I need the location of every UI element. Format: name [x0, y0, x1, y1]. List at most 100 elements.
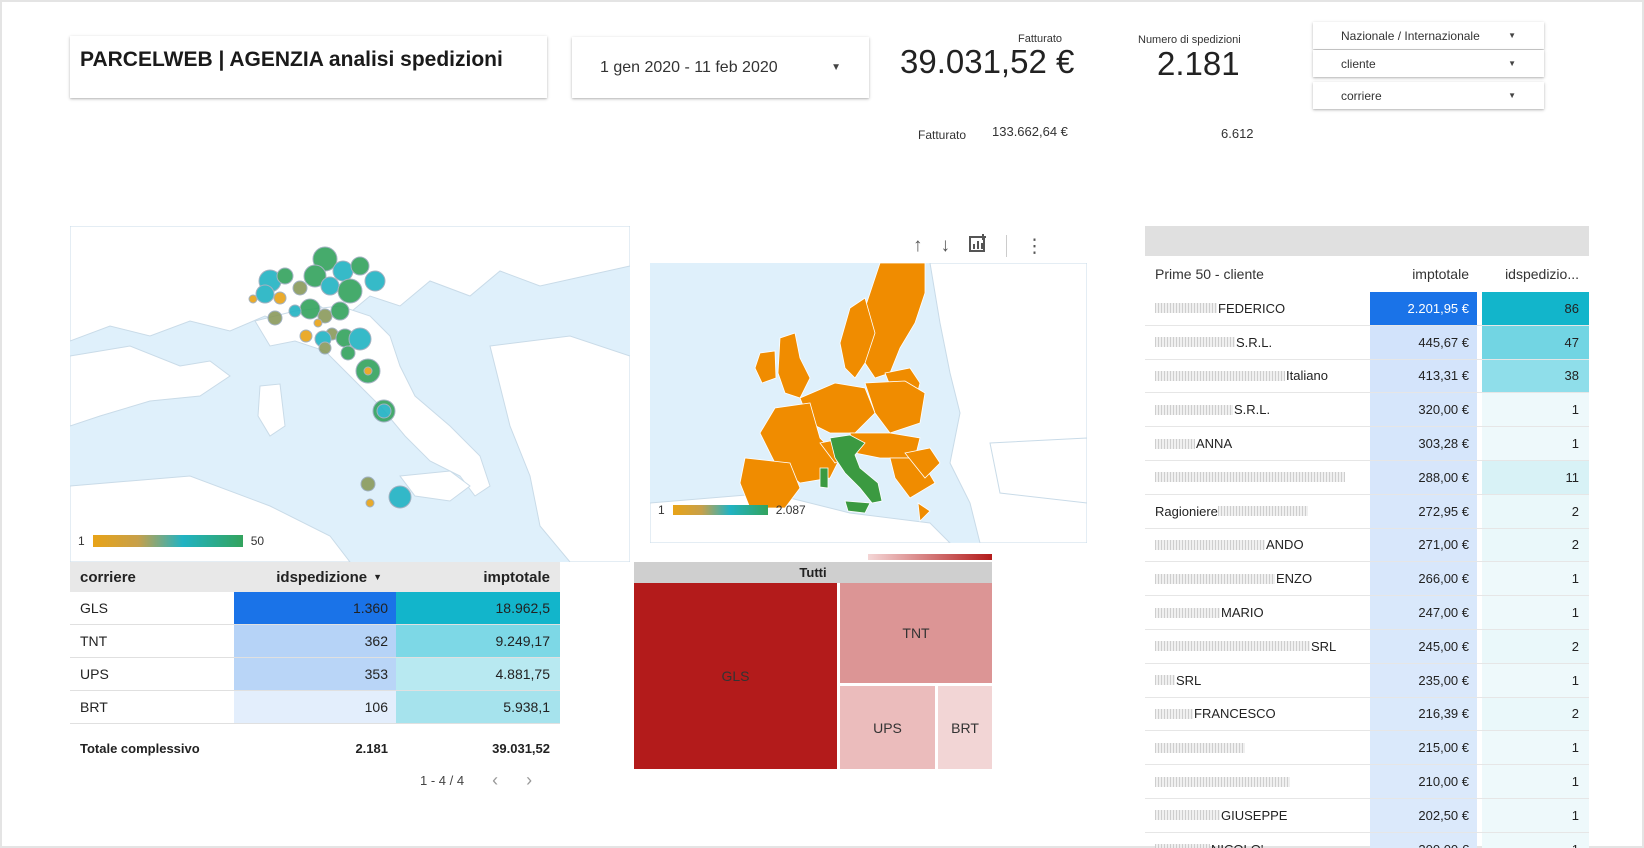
cell-cliente: ENZO: [1145, 571, 1370, 586]
cell-idspedizione: 353: [234, 658, 396, 690]
col-header-corriere[interactable]: corriere: [80, 568, 136, 586]
table-header: Prime 50 - cliente imptotale idspedizio.…: [1145, 256, 1589, 292]
cell-corriere: GLS: [80, 600, 109, 616]
table-row[interactable]: 288,00 €11: [1145, 460, 1589, 495]
cell-imptotale: 303,28 €: [1370, 427, 1477, 460]
table-row[interactable]: UPS 353 4.881,75: [70, 658, 560, 691]
cell-idspedizione: 38: [1482, 359, 1589, 393]
europe-map[interactable]: 1 2.087: [650, 263, 1087, 543]
cliente-suffix: NICOLO': [1211, 842, 1263, 848]
cell-imptotale: 445,67 €: [1370, 325, 1477, 359]
cliente-suffix: ENZO: [1276, 571, 1313, 587]
cell-cliente: S.R.L.: [1145, 402, 1370, 417]
table-row[interactable]: GIUSEPPE 202,50 €1: [1145, 798, 1589, 833]
cell-imptotale: 320,00 €: [1370, 393, 1477, 427]
table-row[interactable]: NICOLO' 200,00 € 1: [1145, 832, 1589, 848]
cliente-suffix: GIUSEPPE: [1221, 807, 1288, 823]
redacted-text: [1155, 810, 1220, 821]
filter-label: Nazionale / Internazionale: [1341, 28, 1480, 43]
cell-idspedizione: 2: [1482, 494, 1589, 528]
chevron-right-icon[interactable]: ›: [526, 770, 533, 790]
italy-map-svg: [70, 226, 630, 562]
table-row[interactable]: FEDERICO 2.201,95 €86: [1145, 292, 1589, 326]
table-row[interactable]: ENZO 266,00 €1: [1145, 562, 1589, 597]
cell-cliente: [1145, 742, 1370, 753]
arrow-up-icon[interactable]: ↑: [913, 235, 923, 256]
table-row[interactable]: ANNA 303,28 €1: [1145, 427, 1589, 461]
cell-imptotale: 288,00 €: [1370, 460, 1477, 494]
cell-idspedizione: 1: [1482, 798, 1589, 832]
treemap-cell-tnt[interactable]: TNT: [840, 583, 992, 685]
cell-imptotale: 271,00 €: [1370, 528, 1477, 562]
table-row[interactable]: MARIO 247,00 €1: [1145, 596, 1589, 630]
cell-cliente: ANDO: [1145, 537, 1370, 552]
treemap-root-header[interactable]: Tutti: [634, 562, 992, 583]
table-row[interactable]: 210,00 €1: [1145, 765, 1589, 799]
filter-nazionale[interactable]: Nazionale / Internazionale ▼: [1313, 22, 1544, 49]
kpi-shipments-label: Numero di spedizioni: [1138, 34, 1241, 46]
table-row[interactable]: BRT 106 5.938,1: [70, 691, 560, 724]
chevron-left-icon[interactable]: ‹: [492, 770, 499, 790]
cell-cliente: Ragioniere: [1145, 504, 1370, 519]
arrow-down-icon[interactable]: ↓: [940, 235, 951, 256]
date-range-picker[interactable]: 1 gen 2020 - 11 feb 2020 ▼: [572, 37, 869, 98]
cell-idspedizione: 1: [1482, 596, 1589, 629]
table-row[interactable]: FRANCESCO 216,39 €2: [1145, 697, 1589, 732]
redacted-text: [1155, 337, 1235, 348]
col-header-imptotale[interactable]: imptotale: [1412, 266, 1469, 282]
col-header-idspedizione[interactable]: idspedizione ▼: [234, 562, 396, 592]
cell-imptotale: 272,95 €: [1370, 494, 1477, 528]
prev-shipments-value: 6.612: [1221, 126, 1254, 141]
table-row[interactable]: GLS 1.360 18.962,5: [70, 592, 560, 625]
total-imp: 39.031,52: [492, 740, 550, 756]
legend-gradient: [672, 505, 768, 515]
cell-cliente: FRANCESCO: [1145, 706, 1370, 721]
table-row[interactable]: S.R.L. 320,00 €1: [1145, 393, 1589, 428]
redacted-text: [1155, 303, 1217, 314]
filter-label: corriere: [1341, 88, 1382, 103]
chevron-down-icon: ▼: [1508, 31, 1516, 40]
col-header-idspedizione[interactable]: idspedizio...: [1505, 266, 1579, 282]
col-header-idspedizione-label: idspedizione: [276, 568, 368, 586]
treemap-cell-brt[interactable]: BRT: [938, 686, 992, 769]
cell-idspedizione: 2: [1482, 697, 1589, 731]
cell-imptotale: 216,39 €: [1370, 697, 1477, 731]
table-row[interactable]: ANDO 271,00 €2: [1145, 528, 1589, 563]
treemap-label: BRT: [951, 719, 979, 736]
cliente-suffix: FEDERICO: [1218, 300, 1286, 316]
cell-cliente: MARIO: [1145, 605, 1370, 620]
redacted-text: [1155, 472, 1345, 483]
cliente-suffix: ANDO: [1266, 537, 1304, 553]
cell-imptotale: 245,00 €: [1370, 629, 1477, 663]
cell-idspedizione: 1: [1482, 731, 1589, 765]
treemap-cell-ups[interactable]: UPS: [840, 686, 937, 769]
table-row[interactable]: SRL 235,00 €1: [1145, 663, 1589, 698]
cell-imptotale: 4.881,75: [396, 658, 560, 690]
table-row[interactable]: Italiano 413,31 €38: [1145, 359, 1589, 394]
filter-cliente[interactable]: cliente ▼: [1313, 50, 1544, 77]
filter-corriere[interactable]: corriere ▼: [1313, 82, 1544, 109]
cell-imptotale: 210,00 €: [1370, 765, 1477, 798]
table-row[interactable]: 215,00 €1: [1145, 731, 1589, 766]
table-row[interactable]: TNT 362 9.249,17: [70, 625, 560, 658]
cell-corriere: UPS: [80, 666, 109, 682]
col-header-cliente[interactable]: Prime 50 - cliente: [1155, 266, 1264, 282]
cell-imptotale: 5.938,1: [396, 691, 560, 723]
italy-bubble-map[interactable]: 1 50: [70, 226, 630, 562]
table-pager: 1 - 4 / 4 ‹ ›: [420, 770, 532, 791]
cliente-suffix: Italiano: [1286, 368, 1328, 384]
redacted-text: [1155, 844, 1210, 848]
chart-explore-icon[interactable]: [968, 233, 988, 259]
more-vert-icon[interactable]: ⋮: [1025, 235, 1044, 257]
table-row[interactable]: S.R.L. 445,67 €47: [1145, 325, 1589, 360]
table-row[interactable]: Ragioniere 272,95 €2: [1145, 494, 1589, 529]
pager-range: 1 - 4 / 4: [420, 773, 465, 788]
table-row[interactable]: SRL 245,00 €2: [1145, 629, 1589, 664]
redacted-text: [1155, 404, 1233, 415]
cell-idspedizione: 11: [1482, 460, 1589, 494]
italy-map-legend: 1 50: [78, 534, 264, 548]
table-title-bar: [1145, 226, 1589, 256]
treemap-cell-gls[interactable]: GLS: [634, 583, 839, 769]
col-header-imptotale[interactable]: imptotale: [483, 568, 550, 586]
